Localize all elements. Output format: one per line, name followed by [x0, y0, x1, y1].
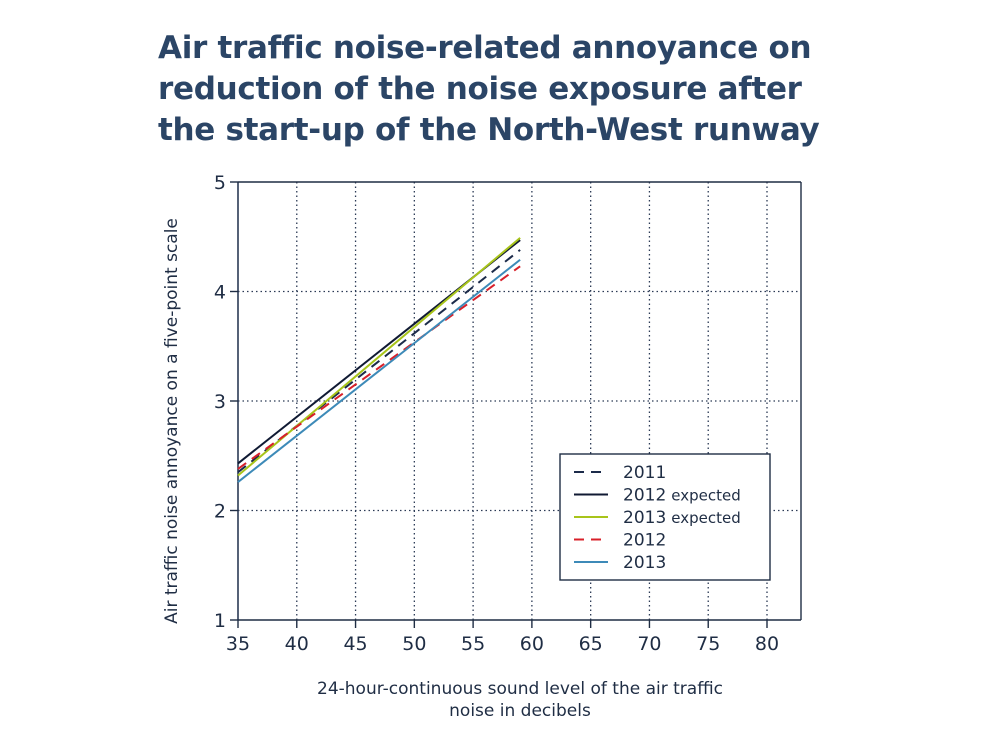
- legend-label-year: 2012: [623, 531, 666, 551]
- legend-label-suffix: expected: [671, 487, 740, 505]
- x-axis-label-line: 24-hour-continuous sound level of the ai…: [317, 679, 723, 699]
- y-tick-label: 2: [214, 501, 226, 523]
- legend-label: 2013 expected: [623, 508, 741, 528]
- y-tick-label: 5: [214, 172, 226, 194]
- series-lines: [237, 237, 521, 483]
- x-tick-label: 70: [637, 633, 661, 655]
- series-line-2012: [237, 265, 521, 470]
- x-tick-label: 65: [579, 633, 603, 655]
- x-tick-label: 40: [285, 633, 309, 655]
- y-tick-label: 3: [214, 391, 226, 413]
- chart-title-line: Air traffic noise-related annoyance on: [158, 30, 812, 66]
- x-tick-label: 55: [461, 633, 485, 655]
- legend-label-year: 2012: [623, 486, 666, 506]
- axes: [230, 181, 802, 628]
- legend-label-year: 2013: [623, 553, 666, 573]
- x-axis-label-line: noise in decibels: [449, 701, 591, 721]
- chart-title-line: the start-up of the North-West runway: [158, 112, 820, 148]
- legend-label: 2012 expected: [623, 486, 741, 506]
- x-tick-label: 80: [755, 633, 779, 655]
- legend-label: 2013: [623, 553, 666, 573]
- y-tick-label: 4: [214, 282, 226, 304]
- legend-label-year: 2011: [623, 463, 666, 483]
- legend-label: 2011: [623, 463, 666, 483]
- y-tick-label: 1: [214, 610, 226, 632]
- series-line-2013-expected: [237, 237, 521, 477]
- legend-label: 2012: [623, 531, 666, 551]
- x-tick-label: 60: [520, 633, 544, 655]
- x-tick-label: 45: [343, 633, 367, 655]
- x-tick-label: 75: [696, 633, 720, 655]
- x-tick-label: 35: [226, 633, 250, 655]
- chart-title-line: reduction of the noise exposure after: [158, 71, 802, 107]
- legend-label-suffix: expected: [671, 509, 740, 527]
- legend-label-year: 2013: [623, 508, 666, 528]
- x-tick-label: 50: [402, 633, 426, 655]
- series-line-2013: [237, 258, 521, 483]
- y-axis-label: Air traffic noise annoyance on a five-po…: [162, 218, 182, 624]
- chart-title: Air traffic noise-related annoyance on r…: [158, 28, 858, 151]
